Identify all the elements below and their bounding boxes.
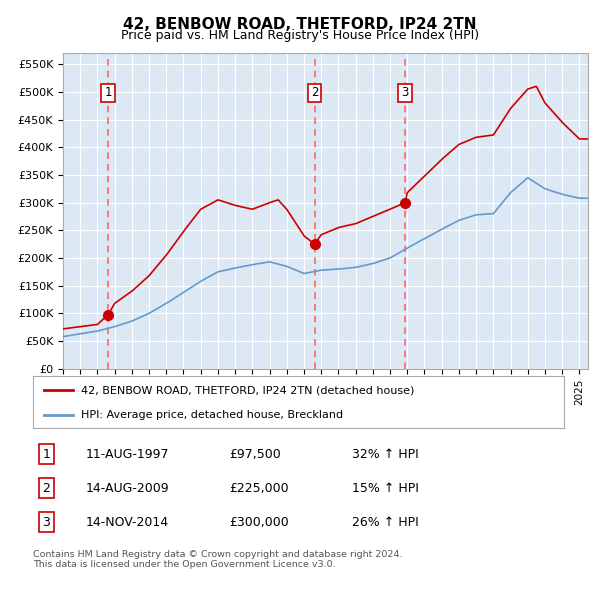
Text: 26% ↑ HPI: 26% ↑ HPI [352,516,418,529]
Text: £97,500: £97,500 [229,448,281,461]
Text: 3: 3 [401,87,409,100]
Text: 14-AUG-2009: 14-AUG-2009 [86,482,170,495]
Text: 42, BENBOW ROAD, THETFORD, IP24 2TN (detached house): 42, BENBOW ROAD, THETFORD, IP24 2TN (det… [81,385,414,395]
Text: HPI: Average price, detached house, Breckland: HPI: Average price, detached house, Brec… [81,410,343,419]
Text: 14-NOV-2014: 14-NOV-2014 [86,516,169,529]
Text: 42, BENBOW ROAD, THETFORD, IP24 2TN: 42, BENBOW ROAD, THETFORD, IP24 2TN [123,17,477,31]
Text: £225,000: £225,000 [229,482,289,495]
Text: 15% ↑ HPI: 15% ↑ HPI [352,482,418,495]
Text: 2: 2 [43,482,50,495]
Text: 1: 1 [104,87,112,100]
Text: Price paid vs. HM Land Registry's House Price Index (HPI): Price paid vs. HM Land Registry's House … [121,30,479,42]
Text: £300,000: £300,000 [229,516,289,529]
Text: Contains HM Land Registry data © Crown copyright and database right 2024.
This d: Contains HM Land Registry data © Crown c… [33,550,403,569]
Text: 11-AUG-1997: 11-AUG-1997 [86,448,170,461]
Text: 32% ↑ HPI: 32% ↑ HPI [352,448,418,461]
Text: 1: 1 [43,448,50,461]
Text: 3: 3 [43,516,50,529]
Text: 2: 2 [311,87,319,100]
